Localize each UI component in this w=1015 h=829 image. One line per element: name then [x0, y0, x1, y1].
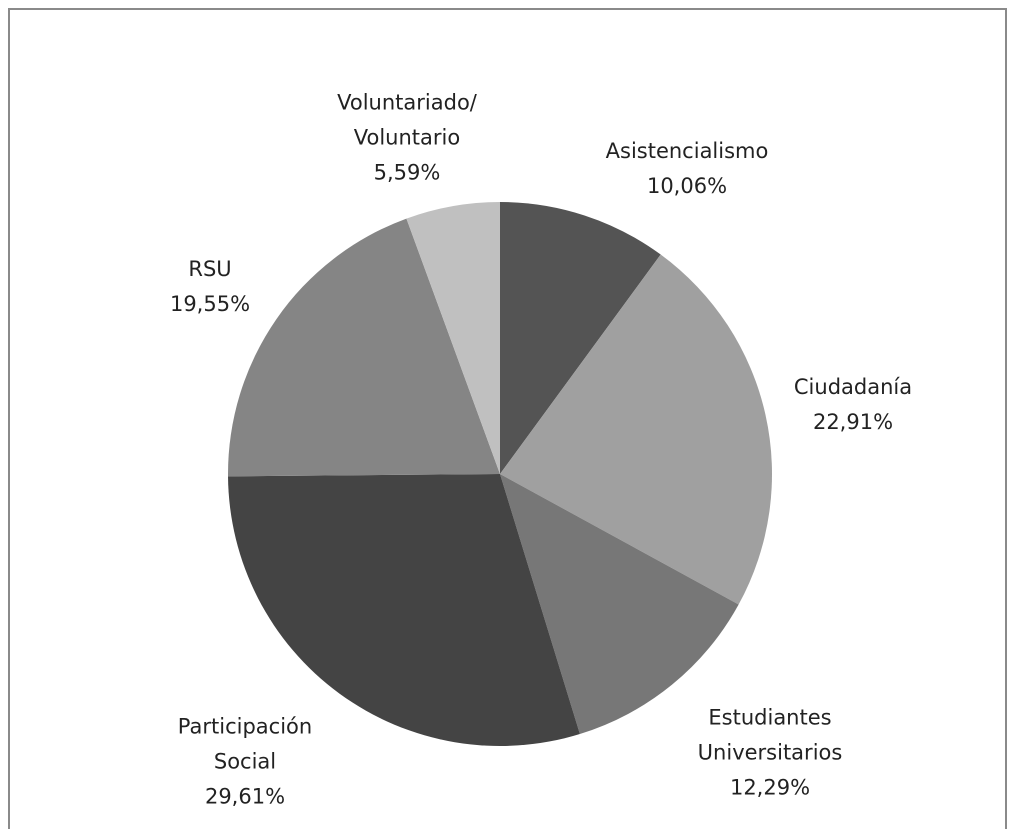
category-label: Participación Social: [177, 714, 313, 774]
value-label: 5,59%: [373, 160, 441, 185]
value-label: 10,06%: [646, 174, 728, 198]
value-label: 22,91%: [812, 410, 894, 434]
value-label: 29,61%: [204, 784, 286, 809]
slice-label: Asistencialismo 10,06%: [606, 134, 769, 204]
pie-slice: [228, 218, 500, 477]
value-label: 19,55%: [169, 292, 251, 316]
pie-slice: [406, 202, 500, 474]
category-label: Voluntariado/ Voluntario: [337, 90, 477, 150]
category-label: RSU: [188, 257, 232, 281]
pie-slice: [500, 202, 661, 474]
slice-label: RSU 19,55%: [170, 252, 250, 322]
slice-label: Estudiantes Universitarios 12,29%: [698, 701, 843, 806]
value-label: 12,29%: [729, 775, 811, 800]
category-label: Ciudadanía: [793, 375, 913, 399]
slice-label: Voluntariado/ Voluntario 5,59%: [337, 86, 477, 191]
slice-label: Participación Social 29,61%: [178, 710, 312, 815]
chart-frame: [8, 8, 1007, 829]
slice-label: Ciudadanía 22,91%: [794, 370, 912, 440]
pie-slice: [228, 474, 580, 746]
pie-slice: [500, 474, 739, 735]
category-label: Asistencialismo: [605, 139, 769, 163]
pie-slice: [500, 254, 772, 605]
category-label: Estudiantes Universitarios: [697, 705, 843, 765]
